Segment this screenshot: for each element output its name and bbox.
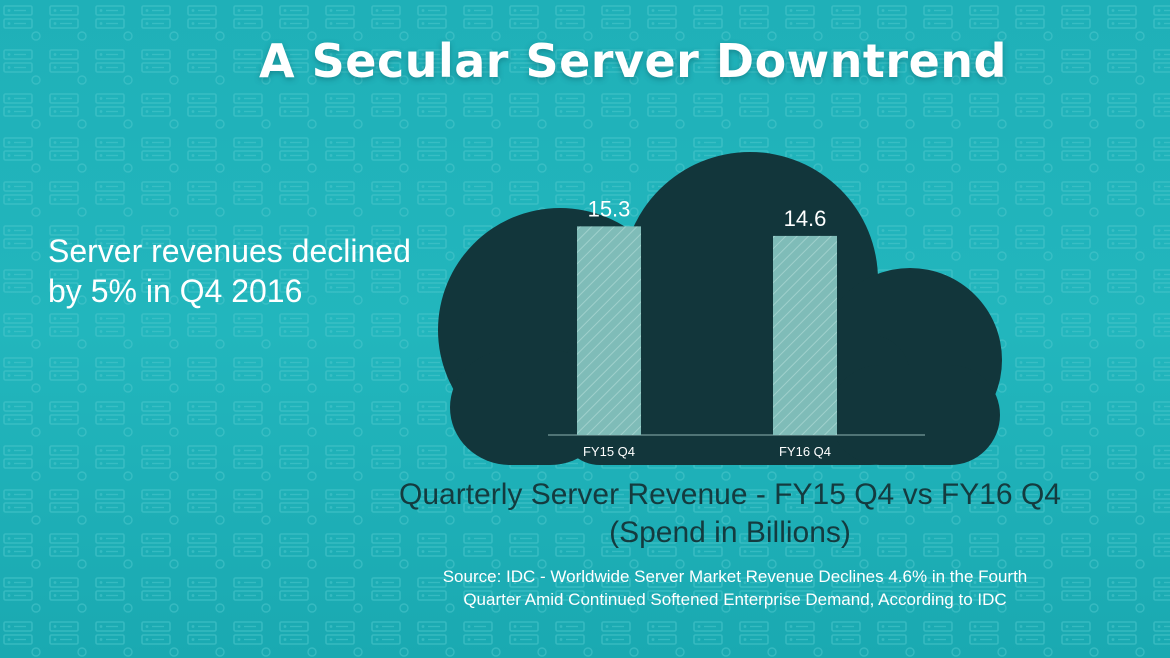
cloud-bar-chart: 15.3 FY15 Q4 14.6 FY16 Q4 [438,152,1002,465]
x-tick-label: FY16 Q4 [779,444,831,459]
caption-line-2: (Spend in Billions) [609,516,851,549]
cloud-shape [438,152,1002,465]
headline-line-1: Server revenues declined [48,233,411,269]
bars-layer: 15.3 FY15 Q4 14.6 FY16 Q4 [577,196,837,459]
caption-line-1: Quarterly Server Revenue - FY15 Q4 vs FY… [399,478,1061,511]
headline-line-2: by 5% in Q4 2016 [48,273,303,309]
chart-caption: Quarterly Server Revenue - FY15 Q4 vs FY… [300,476,1160,552]
source-note: Source: IDC - Worldwide Server Market Re… [300,565,1170,611]
page-title: A Secular Server Downtrend [259,34,1007,88]
x-tick-label: FY15 Q4 [583,444,635,459]
source-line-2: Quarter Amid Continued Softened Enterpri… [463,590,1007,609]
bar-fy15-q4 [577,226,641,435]
source-line-1: Source: IDC - Worldwide Server Market Re… [442,567,1028,586]
bar-fy16-q4 [773,235,837,435]
data-label: 15.3 [588,196,631,221]
data-label: 14.6 [784,206,827,231]
headline-text: Server revenues declined by 5% in Q4 201… [48,231,468,311]
